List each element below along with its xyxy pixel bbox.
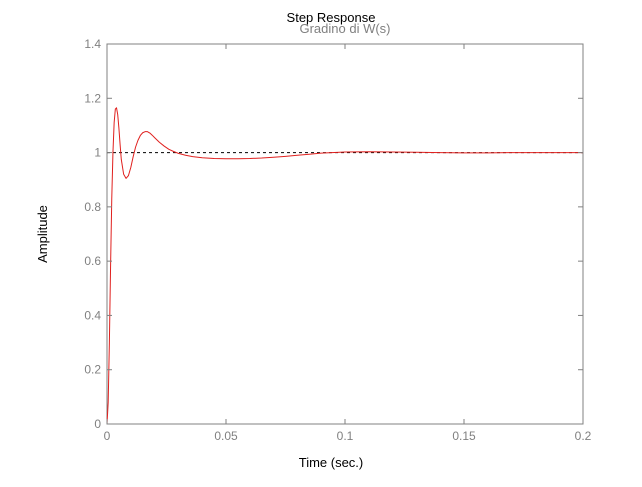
x-tick-label: 0.05 [214,429,238,443]
x-tick-label: 0.1 [337,429,354,443]
y-tick-label: 0.8 [84,200,101,214]
x-axis-label: Time (sec.) [299,455,364,470]
x-tick-label: 0 [104,429,111,443]
y-tick-label: 0.2 [84,363,101,377]
plot-area [106,43,584,425]
y-tick-label: 0.4 [84,308,101,322]
chart-title: Step Response [287,10,376,25]
y-tick-label: 0 [94,417,101,431]
y-tick-label: 1 [94,146,101,160]
step-response-line [106,107,583,425]
y-tick-label: 1.2 [84,91,101,105]
x-tick-label: 0.15 [452,429,476,443]
chart-subtitle: Gradino di W(s) [299,21,390,36]
y-axis-label: Amplitude [35,205,50,263]
y-tick-label: 1.4 [84,37,101,51]
y-tick-label: 0.6 [84,254,101,268]
x-tick-label: 0.2 [575,429,592,443]
